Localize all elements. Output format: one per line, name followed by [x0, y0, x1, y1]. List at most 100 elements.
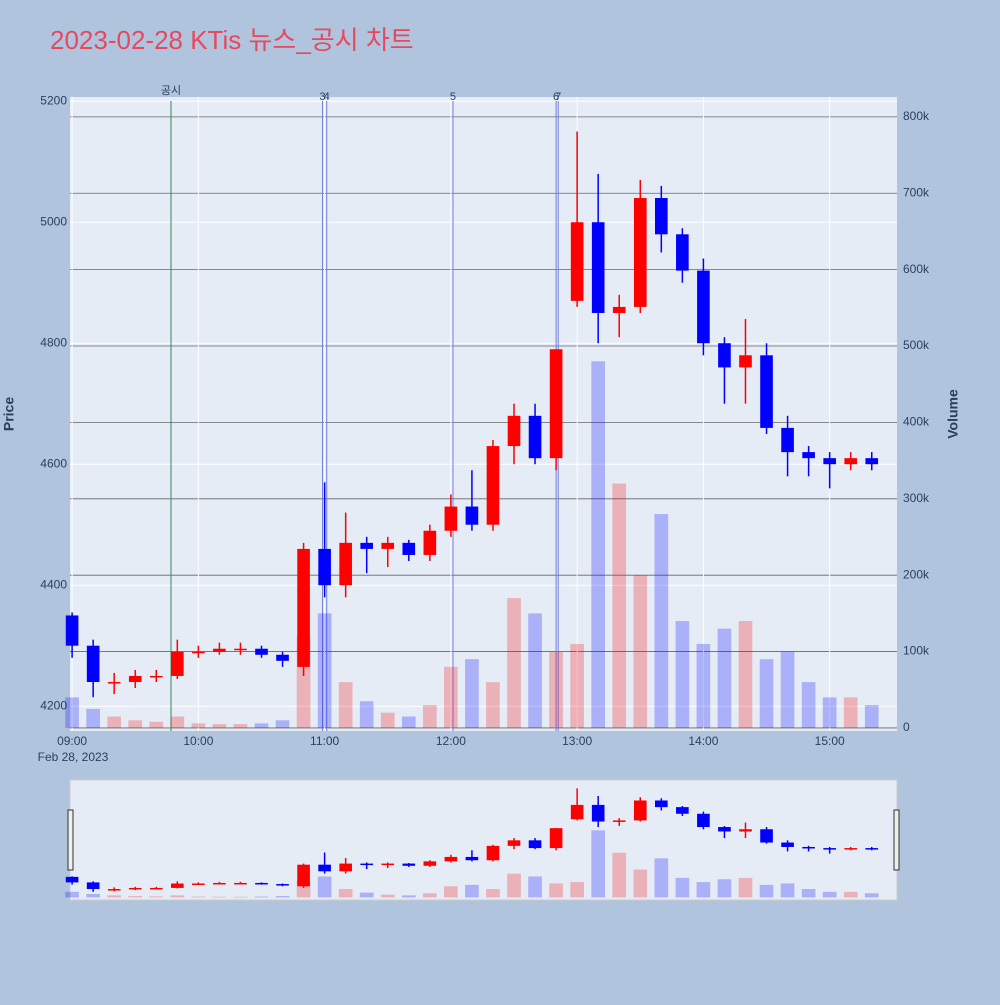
volume-bar — [864, 705, 879, 728]
range-handle[interactable] — [67, 809, 74, 871]
candle-body — [486, 446, 500, 525]
candle-body — [444, 506, 458, 531]
candle-body — [360, 863, 374, 866]
range-slider[interactable] — [69, 779, 898, 901]
candle-body — [381, 863, 395, 866]
candle-body — [107, 681, 121, 684]
candle-body — [633, 198, 647, 307]
volume-bar — [486, 889, 500, 898]
candle-body — [802, 452, 815, 459]
y2-tick-label: 300k — [903, 491, 930, 505]
candle-body — [676, 234, 689, 271]
candle-body — [65, 876, 79, 883]
candle-body — [192, 883, 205, 885]
candle-body — [739, 829, 752, 832]
candle-body — [86, 645, 100, 682]
volume-bar — [675, 621, 690, 728]
candle-body — [276, 884, 289, 886]
candle-body — [676, 807, 689, 814]
candle-body — [655, 800, 668, 808]
volume-bar — [654, 514, 669, 728]
candle-body — [865, 458, 879, 465]
volume-bar — [507, 873, 521, 898]
volume-bar — [780, 883, 795, 898]
y-tick-label: 5000 — [40, 214, 67, 228]
volume-bar — [780, 651, 795, 728]
candle-body — [149, 887, 163, 890]
volume-bar — [191, 723, 206, 728]
volume-bar — [65, 891, 79, 898]
volume-bar — [359, 892, 374, 898]
volume-bar — [444, 886, 458, 898]
volume-bar — [738, 877, 753, 898]
candle-body — [171, 883, 184, 888]
volume-bar — [486, 682, 500, 728]
candle-body — [444, 856, 458, 862]
x-tick-label: 10:00 — [183, 734, 213, 748]
volume-bar — [654, 858, 669, 898]
volume-bar — [149, 896, 164, 898]
volume-bar — [465, 884, 479, 898]
candle-body — [697, 270, 710, 344]
y-tick-label: 5200 — [40, 93, 67, 107]
volume-bar — [423, 893, 437, 898]
candle-body — [486, 845, 500, 861]
candle-body — [234, 882, 247, 885]
candle-body — [276, 654, 289, 661]
candle-body — [423, 861, 437, 866]
candle-body — [297, 864, 310, 887]
y2-tick-label: 700k — [903, 185, 930, 199]
candle-body — [718, 827, 731, 832]
candle-body — [528, 840, 542, 849]
annotation-label: 공시 — [161, 85, 181, 97]
volume-bar — [254, 723, 269, 728]
y-axis-title: Price — [1, 397, 17, 431]
volume-bar — [801, 889, 816, 898]
candle-body — [823, 458, 836, 465]
candle-body — [549, 828, 563, 849]
candle-body — [360, 542, 374, 549]
candle-body — [591, 222, 605, 313]
candle-body — [823, 848, 836, 850]
volume-bar — [86, 893, 100, 898]
range-handle[interactable] — [893, 809, 900, 871]
candle-body — [128, 675, 142, 682]
candle-body — [633, 800, 647, 821]
volume-bar — [864, 893, 879, 898]
volume-bar — [233, 724, 248, 728]
plot-area — [70, 97, 897, 731]
volume-bar — [107, 716, 122, 728]
annotation-label: 6 — [553, 91, 559, 103]
y-tick-label: 4200 — [40, 698, 67, 712]
volume-bar — [191, 896, 206, 898]
volume-bar — [801, 682, 816, 728]
volume-bar — [549, 883, 563, 898]
candle-body — [423, 530, 437, 555]
volume-bar — [338, 889, 353, 898]
candle-body — [739, 355, 752, 368]
candle-body — [570, 222, 584, 301]
candle-body — [65, 615, 79, 646]
volume-bar — [843, 697, 858, 728]
candle-body — [655, 198, 668, 235]
y2-tick-label: 0 — [903, 720, 910, 734]
y2-tick-label: 400k — [903, 415, 930, 429]
candle-body — [844, 458, 858, 465]
volume-bar — [528, 613, 542, 728]
candle-body — [865, 848, 879, 850]
candle-body — [612, 306, 626, 313]
volume-bar — [591, 361, 606, 728]
volume-bar — [86, 708, 100, 728]
candle-body — [718, 343, 731, 368]
candle-body — [528, 415, 542, 459]
volume-bar — [822, 697, 837, 728]
volume-bar — [401, 716, 416, 728]
volume-bar — [528, 876, 542, 898]
y-tick-label: 4800 — [40, 335, 67, 349]
candle-body — [465, 856, 479, 861]
volume-bar — [254, 896, 269, 898]
volume-bar — [212, 896, 227, 898]
y2-tick-label: 800k — [903, 109, 930, 123]
volume-bar — [591, 830, 606, 898]
